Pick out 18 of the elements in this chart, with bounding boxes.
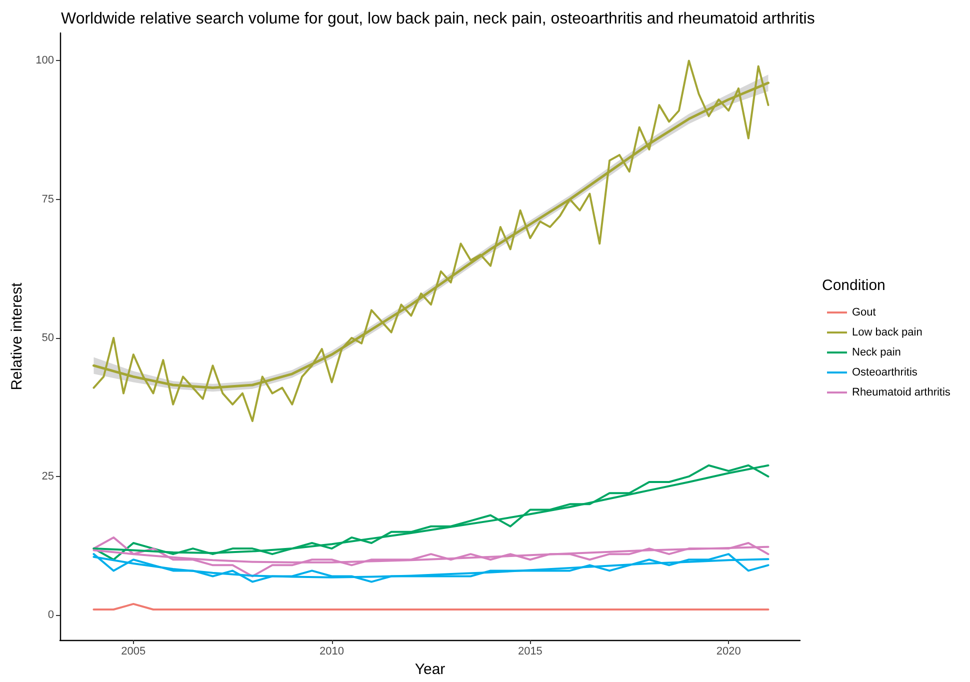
y-tick-label: 25 [42,470,54,482]
legend-label: Neck pain [852,346,901,358]
x-axis-title: Year [414,661,446,678]
y-tick-label: 50 [42,332,54,344]
chart-title: Worldwide relative search volume for gout, low back pain, neck pain, osteoarthritis and rheumatoid arthritis [61,10,815,28]
legend-label: Low back pain [852,326,922,338]
legend-label: Rheumatoid arthritis [852,386,951,398]
y-tick-label: 0 [48,609,54,622]
legend-title: Condition [822,277,886,294]
x-tick-label: 2015 [518,646,542,658]
y-axis-title: Relative interest [8,282,26,390]
x-tick-label: 2005 [121,646,146,658]
legend-label: Gout [852,306,876,318]
legend-label: Osteoarthritis [852,366,918,378]
x-tick-label: 2010 [320,646,344,658]
x-tick-label: 2020 [716,646,741,658]
y-tick-label: 75 [42,193,54,206]
y-tick-label: 100 [36,54,54,67]
